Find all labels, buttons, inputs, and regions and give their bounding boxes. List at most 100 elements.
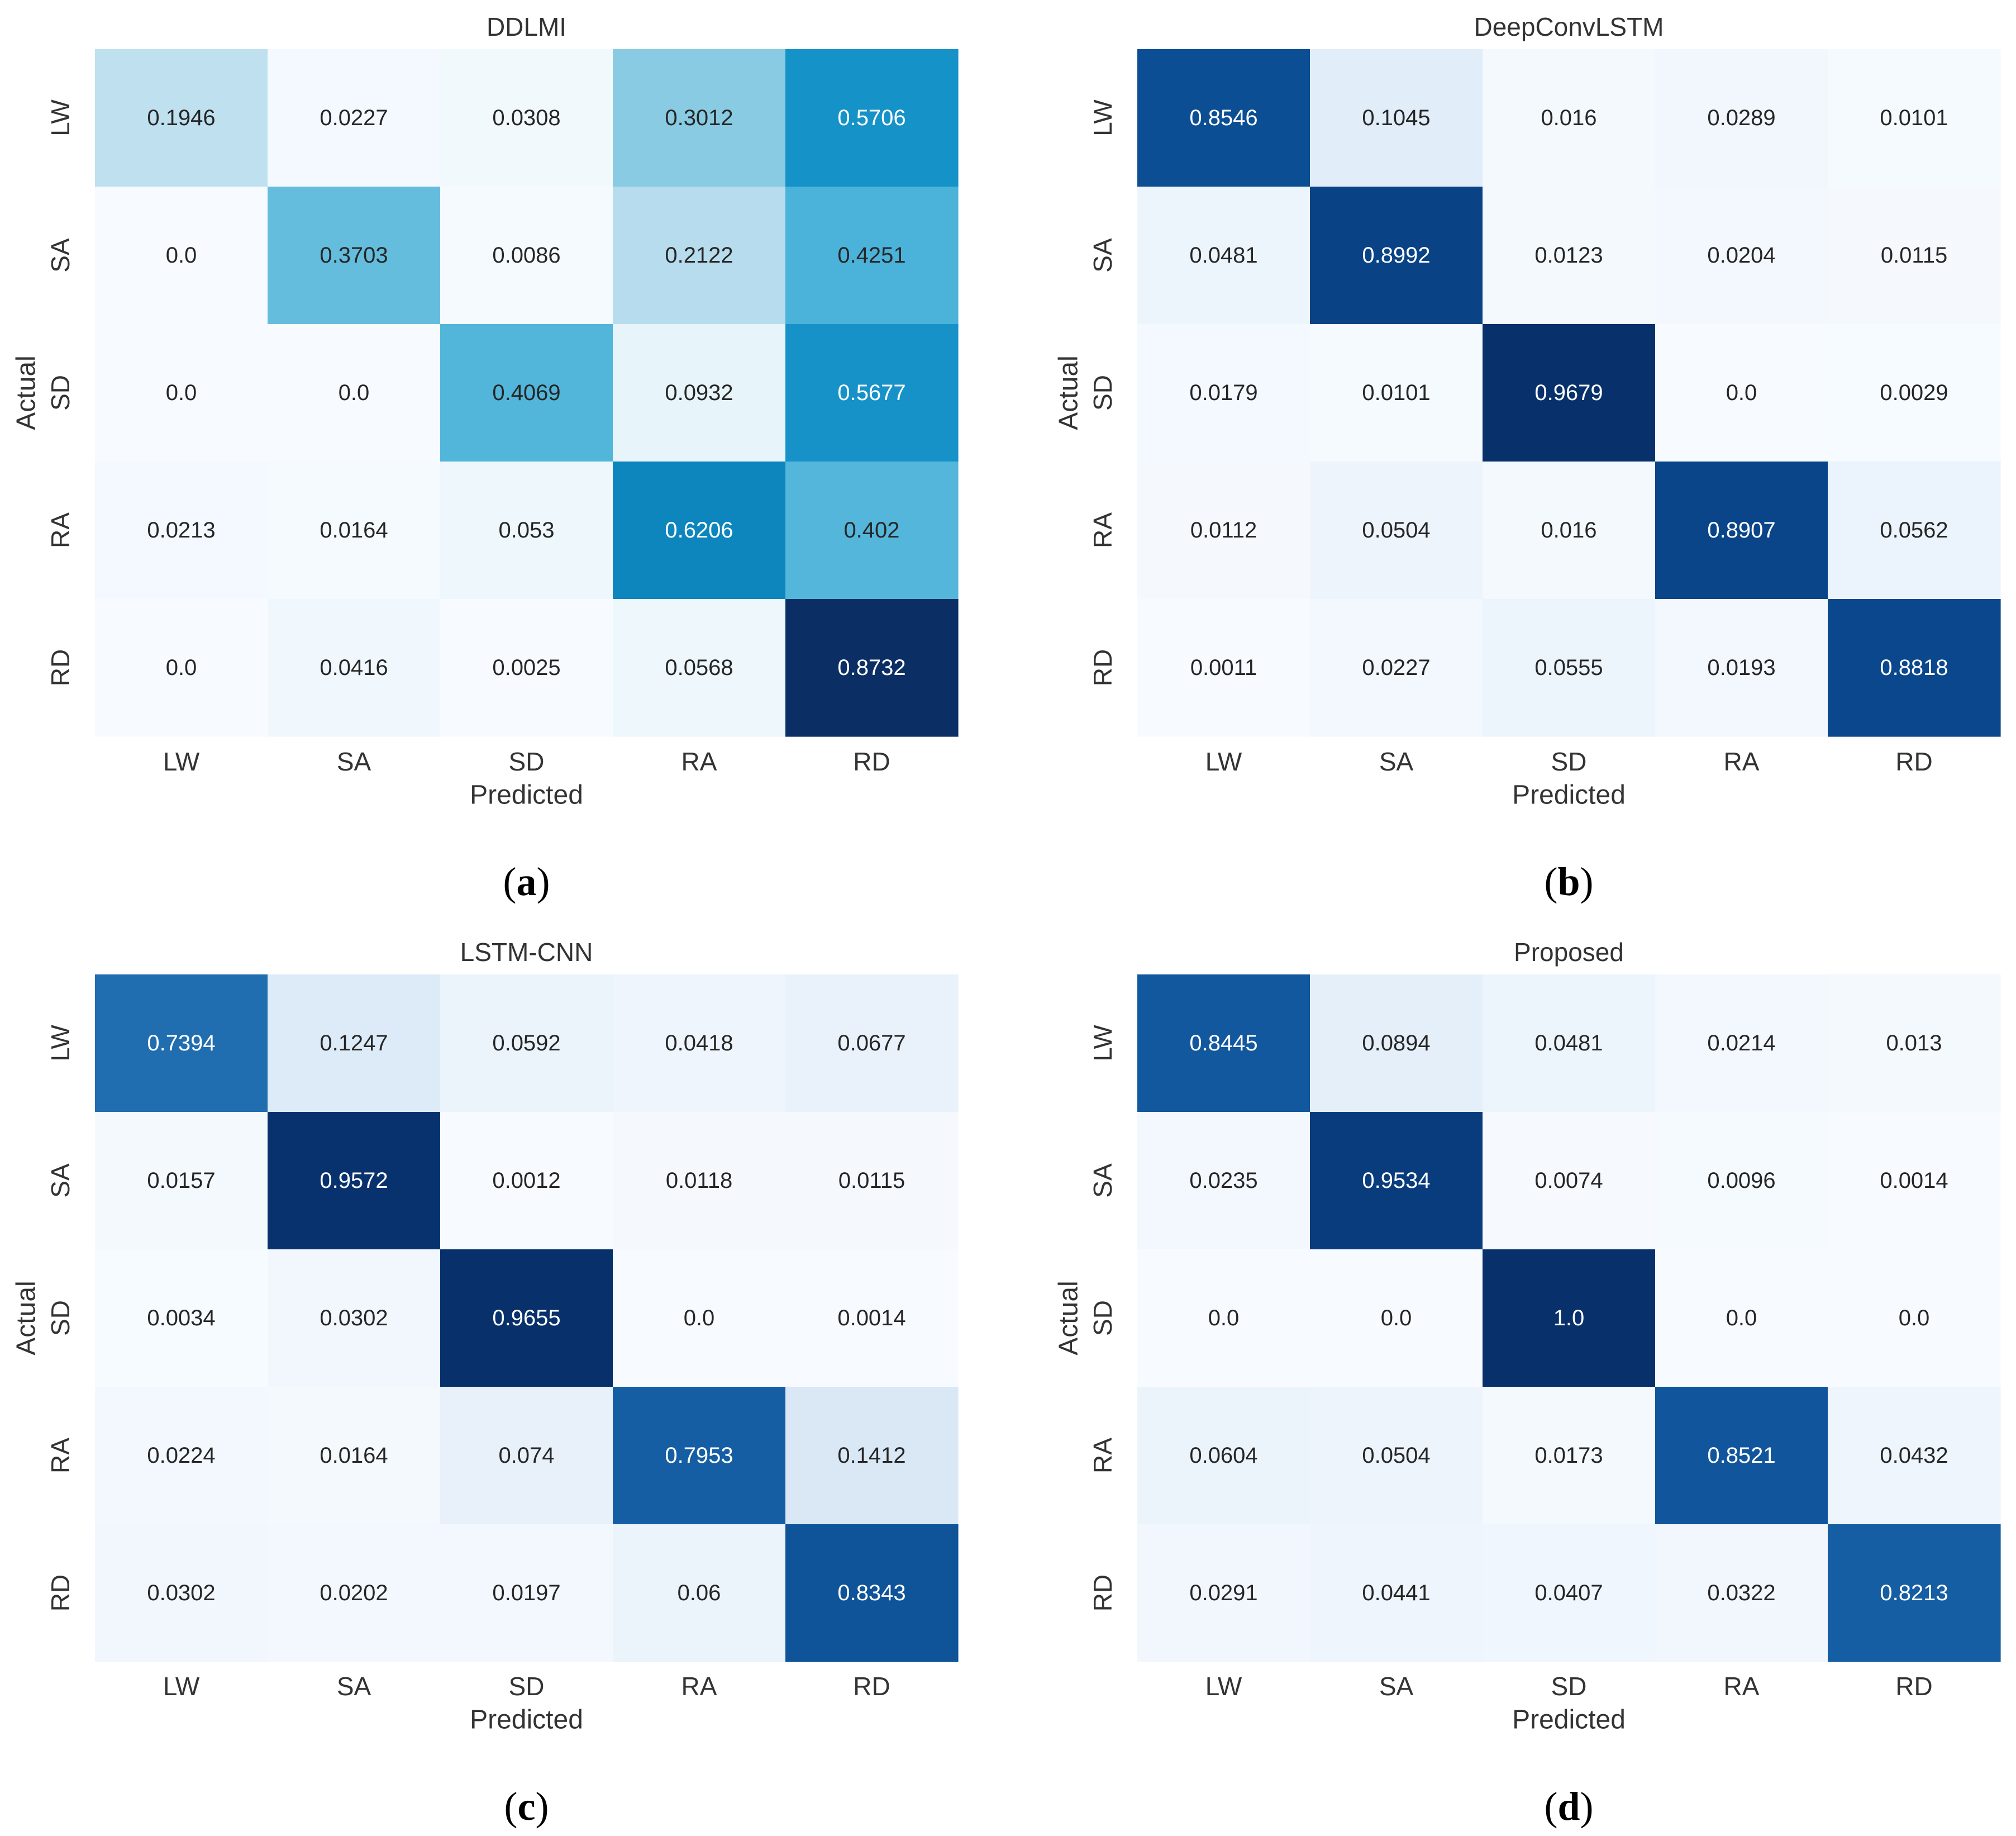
heatmap-cell (1310, 599, 1483, 737)
heatmap-cell (1655, 324, 1828, 462)
y-tick-label: SD (46, 375, 75, 411)
x-tick-label: LW (1205, 1672, 1242, 1701)
cell-value-label: 0.0025 (492, 655, 560, 680)
heatmap-cell (268, 187, 441, 325)
y-tick-label: LW (1088, 99, 1117, 136)
cell-value-label: 0.0 (1208, 1306, 1240, 1330)
heatmap-cell (440, 1112, 613, 1250)
heatmap-cell (1655, 1524, 1828, 1662)
y-tick-label: SD (46, 1300, 75, 1336)
heatmap-cell (613, 1249, 786, 1387)
heatmap-cell (1655, 1112, 1828, 1250)
cell-value-label: 0.8213 (1880, 1581, 1948, 1605)
heatmap-cell (1828, 49, 2001, 187)
x-tick-label: RD (1895, 1672, 1932, 1701)
heatmap-cell (785, 324, 959, 462)
heatmap-cell (613, 1387, 786, 1525)
heatmap-cell (785, 1112, 959, 1250)
cell-value-label: 0.0504 (1362, 518, 1430, 543)
cell-value-label: 0.0086 (492, 243, 560, 268)
heatmap-cell (613, 462, 786, 600)
cell-value-label: 0.0555 (1534, 655, 1603, 680)
y-tick-label: RA (1088, 512, 1117, 548)
x-axis-label: Predicted (470, 1705, 583, 1735)
y-tick-label: SA (1088, 238, 1117, 273)
cell-value-label: 0.0227 (1362, 655, 1430, 680)
heatmap-cell (1655, 187, 1828, 325)
cell-value-label: 0.0112 (1190, 518, 1257, 543)
cell-value-label: 0.0 (1726, 380, 1757, 405)
heatmap-cell (268, 324, 441, 462)
heatmap-cell (1310, 187, 1483, 325)
x-tick-label: SA (337, 747, 371, 776)
panel-label: (d) (1544, 1784, 1593, 1829)
x-axis-label: Predicted (1512, 781, 1626, 810)
heatmap-cell (268, 599, 441, 737)
cell-value-label: 0.0224 (147, 1443, 215, 1468)
x-tick-label: RA (1724, 1672, 1760, 1701)
x-tick-label: RA (681, 747, 717, 776)
heatmap-cell (613, 1112, 786, 1250)
heatmap-cell (1828, 187, 2001, 325)
cell-value-label: 0.0504 (1362, 1443, 1430, 1468)
cell-value-label: 0.8992 (1362, 243, 1430, 268)
cell-value-label: 0.6206 (665, 518, 733, 543)
heatmap-cell (785, 1387, 959, 1525)
heatmap-cell (268, 1112, 441, 1250)
heatmap-cell (1483, 1249, 1656, 1387)
cell-value-label: 0.8343 (837, 1581, 905, 1605)
cell-value-label: 0.0418 (665, 1031, 733, 1055)
cell-value-label: 0.8907 (1707, 518, 1775, 543)
cell-value-label: 0.0123 (1534, 243, 1603, 268)
chart-title: Proposed (1514, 938, 1624, 967)
heatmap-cell (268, 49, 441, 187)
cell-value-label: 0.0227 (320, 106, 388, 130)
heatmap-cell (1655, 1249, 1828, 1387)
cell-value-label: 0.0441 (1362, 1581, 1430, 1605)
cell-value-label: 0.4069 (492, 380, 560, 405)
cell-value-label: 0.0118 (666, 1168, 732, 1193)
heatmap-cell (1310, 1112, 1483, 1250)
y-tick-label: RD (46, 1575, 75, 1611)
y-tick-label: SD (1088, 375, 1117, 411)
heatmap-cell (95, 1112, 268, 1250)
heatmap-cell (1310, 462, 1483, 600)
heatmap-cell (1483, 1524, 1656, 1662)
heatmap-cell (613, 187, 786, 325)
cell-value-label: 0.8546 (1189, 106, 1257, 130)
cell-value-label: 0.0407 (1534, 1581, 1603, 1605)
cell-value-label: 0.0115 (1881, 243, 1947, 268)
heatmap-cell (1655, 1387, 1828, 1525)
panel-letter: d (1557, 1784, 1580, 1829)
heatmap-cell (1483, 324, 1656, 462)
cell-value-label: 0.0291 (1189, 1581, 1257, 1605)
heatmap-cell (1137, 599, 1310, 737)
x-tick-label: LW (163, 1672, 200, 1701)
heatmap-cell (785, 49, 959, 187)
heatmap-cell (1310, 1249, 1483, 1387)
y-tick-label: RA (1088, 1438, 1117, 1473)
panel-label: (b) (1544, 859, 1593, 904)
y-tick-label: LW (46, 99, 75, 136)
cell-value-label: 0.0302 (147, 1581, 215, 1605)
cell-value-label: 0.5677 (837, 380, 905, 405)
heatmap-cell (1655, 599, 1828, 737)
heatmap-cell (95, 1524, 268, 1662)
y-tick-label: RD (1088, 649, 1117, 686)
cell-value-label: 0.0 (166, 655, 197, 680)
heatmap-cell (1828, 974, 2001, 1112)
heatmap-cell (95, 599, 268, 737)
heatmap-cell (1828, 1249, 2001, 1387)
y-tick-label: SA (1088, 1163, 1117, 1198)
cell-value-label: 0.0308 (492, 106, 560, 130)
heatmap-cell (1828, 1112, 2001, 1250)
cell-value-label: 0.3012 (665, 106, 733, 130)
heatmap-cell (1137, 1249, 1310, 1387)
cell-value-label: 0.402 (843, 518, 899, 543)
y-axis-label: Actual (12, 1281, 41, 1355)
cell-value-label: 0.0235 (1189, 1168, 1257, 1193)
cell-value-label: 0.0481 (1534, 1031, 1603, 1055)
y-tick-label: SA (46, 238, 75, 273)
cell-value-label: 0.0322 (1707, 1581, 1775, 1605)
